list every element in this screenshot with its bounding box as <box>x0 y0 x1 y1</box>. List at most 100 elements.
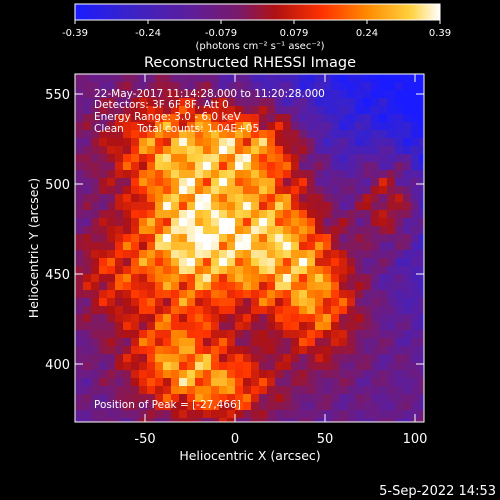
image-pixel <box>363 354 372 363</box>
image-pixel <box>267 194 276 203</box>
image-pixel <box>203 306 212 315</box>
image-pixel <box>99 226 108 235</box>
image-pixel <box>371 394 380 403</box>
image-pixel <box>387 354 396 363</box>
image-pixel <box>211 234 220 243</box>
image-pixel <box>83 122 92 131</box>
image-pixel <box>155 418 164 422</box>
image-pixel <box>283 298 292 307</box>
image-pixel <box>235 210 244 219</box>
image-pixel <box>331 354 340 363</box>
image-pixel <box>315 394 324 403</box>
image-pixel <box>379 178 388 187</box>
image-pixel <box>123 402 132 411</box>
image-pixel <box>355 154 364 163</box>
image-pixel <box>267 242 276 251</box>
image-pixel <box>235 234 244 243</box>
image-pixel <box>227 258 236 267</box>
image-pixel <box>131 386 140 395</box>
image-pixel <box>83 298 92 307</box>
image-pixel <box>371 370 380 379</box>
image-pixel <box>123 378 132 387</box>
image-pixel <box>195 98 204 107</box>
image-pixel <box>339 418 348 422</box>
image-pixel <box>371 98 380 107</box>
image-pixel <box>123 242 132 251</box>
image-pixel <box>347 258 356 267</box>
image-pixel <box>291 90 300 99</box>
image-pixel <box>99 266 108 275</box>
image-pixel <box>131 138 140 147</box>
image-pixel <box>299 194 308 203</box>
image-pixel <box>307 394 316 403</box>
image-pixel <box>91 418 100 422</box>
image-pixel <box>283 266 292 275</box>
image-pixel <box>251 362 260 371</box>
image-pixel <box>283 386 292 395</box>
image-pixel <box>347 138 356 147</box>
image-pixel <box>195 258 204 267</box>
image-pixel <box>259 122 268 131</box>
image-pixel <box>227 210 236 219</box>
image-pixel <box>91 154 100 163</box>
image-pixel <box>75 170 84 179</box>
image-pixel <box>243 74 252 83</box>
image-pixel <box>171 122 180 131</box>
image-pixel <box>355 266 364 275</box>
image-pixel <box>267 250 276 259</box>
image-pixel <box>187 378 196 387</box>
image-pixel <box>219 210 228 219</box>
image-pixel <box>107 362 116 371</box>
image-pixel <box>123 154 132 163</box>
image-pixel <box>115 74 124 83</box>
image-pixel <box>227 330 236 339</box>
image-pixel <box>307 138 316 147</box>
image-pixel <box>163 258 172 267</box>
image-pixel <box>419 154 424 163</box>
image-pixel <box>275 322 284 331</box>
image-pixel <box>179 394 188 403</box>
image-pixel <box>259 322 268 331</box>
image-pixel <box>211 258 220 267</box>
image-pixel <box>379 274 388 283</box>
image-pixel <box>331 274 340 283</box>
image-pixel <box>219 402 228 411</box>
image-pixel <box>179 130 188 139</box>
image-pixel <box>251 330 260 339</box>
image-pixel <box>91 146 100 155</box>
image-pixel <box>299 386 308 395</box>
x-tick-label: 0 <box>231 432 239 447</box>
image-pixel <box>83 370 92 379</box>
image-pixel <box>307 330 316 339</box>
image-pixel <box>219 194 228 203</box>
image-pixel <box>299 290 308 299</box>
image-pixel <box>107 386 116 395</box>
image-pixel <box>107 114 116 123</box>
image-pixel <box>339 282 348 291</box>
image-pixel <box>227 194 236 203</box>
image-pixel <box>307 98 316 107</box>
image-pixel <box>323 82 332 91</box>
image-pixel <box>259 250 268 259</box>
image-pixel <box>187 154 196 163</box>
image-pixel <box>307 202 316 211</box>
image-pixel <box>267 82 276 91</box>
image-pixel <box>195 90 204 99</box>
image-pixel <box>179 90 188 99</box>
image-pixel <box>355 122 364 131</box>
image-pixel <box>123 274 132 283</box>
image-pixel <box>411 370 420 379</box>
image-pixel <box>219 322 228 331</box>
image-pixel <box>227 226 236 235</box>
image-pixel <box>307 210 316 219</box>
image-pixel <box>171 314 180 323</box>
image-pixel <box>163 82 172 91</box>
image-pixel <box>395 314 404 323</box>
image-pixel <box>283 218 292 227</box>
image-pixel <box>123 258 132 267</box>
image-pixel <box>283 338 292 347</box>
image-pixel <box>267 258 276 267</box>
image-pixel <box>75 74 84 83</box>
image-pixel <box>243 106 252 115</box>
image-pixel <box>131 106 140 115</box>
